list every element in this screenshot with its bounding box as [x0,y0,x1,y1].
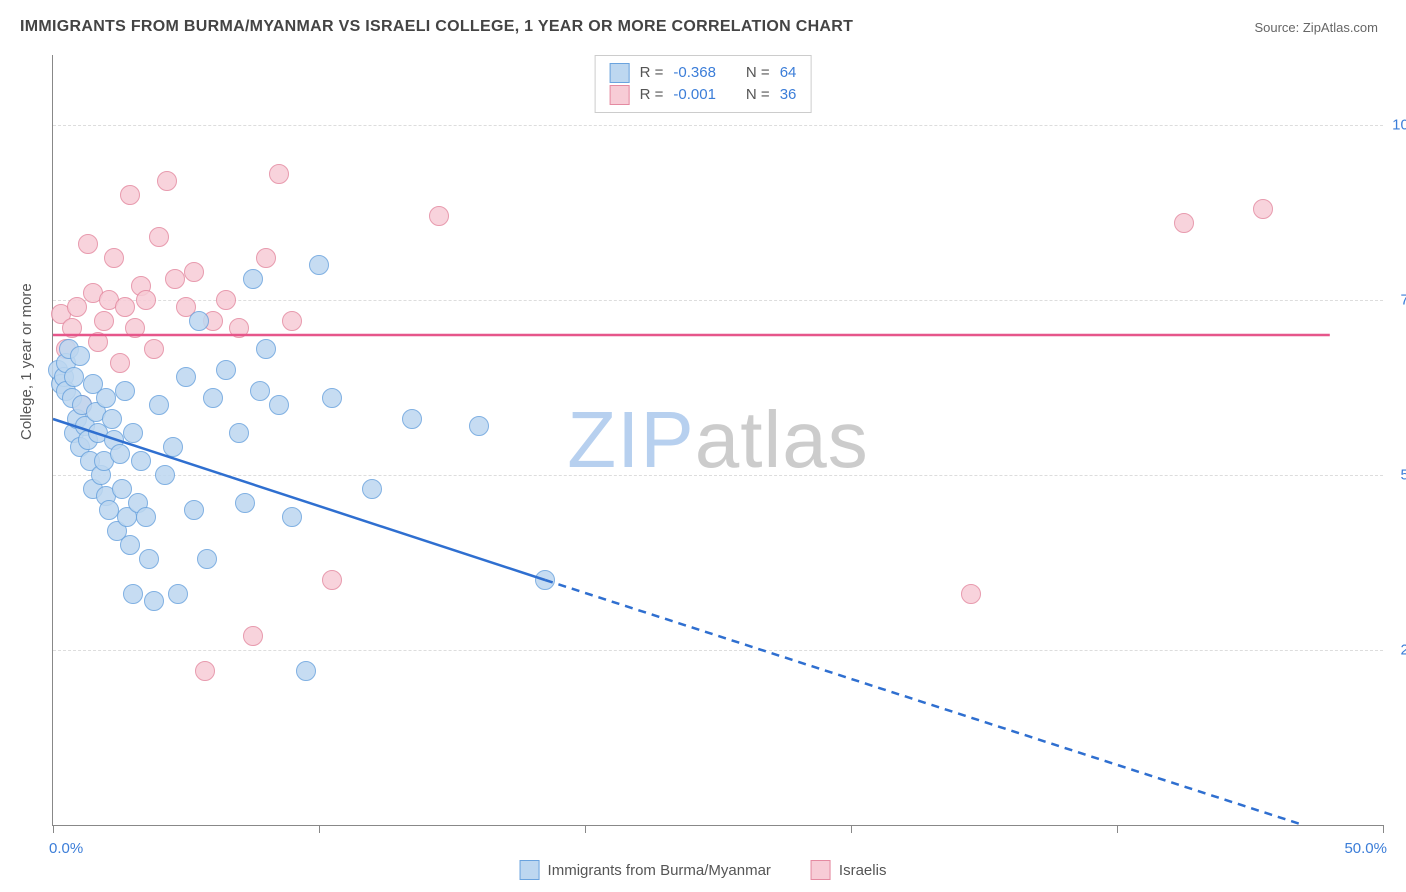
chart-title: IMMIGRANTS FROM BURMA/MYANMAR VS ISRAELI… [20,18,853,36]
n-value-burma: 64 [780,62,797,84]
n-value-israelis: 36 [780,84,797,106]
r-label: R = [640,84,664,106]
n-label: N = [746,62,770,84]
legend-item-burma: Immigrants from Burma/Myanmar [520,860,771,880]
source-label: Source: [1254,20,1302,35]
trend-lines [53,55,1383,825]
r-label: R = [640,62,664,84]
x-tick [851,825,852,833]
scatter-chart: ZIPatlas 25.0%50.0%75.0%100.0%0.0%50.0% [52,55,1383,826]
y-tick-label: 100.0% [1388,117,1406,134]
r-value-burma: -0.368 [673,62,716,84]
series-label-burma: Immigrants from Burma/Myanmar [548,862,771,879]
swatch-burma [610,63,630,83]
series-label-israelis: Israelis [839,862,887,879]
correlation-legend: R = -0.368 N = 64 R = -0.001 N = 36 [595,55,812,113]
x-tick [53,825,54,833]
y-tick-label: 75.0% [1388,292,1406,309]
n-label: N = [746,84,770,106]
x-tick [585,825,586,833]
x-tick-label: 0.0% [49,840,83,857]
y-axis-title: College, 1 year or more [18,283,35,440]
series-legend: Immigrants from Burma/Myanmar Israelis [520,860,887,880]
legend-row-israelis: R = -0.001 N = 36 [610,84,797,106]
source-name: ZipAtlas.com [1303,20,1378,35]
x-tick [1383,825,1384,833]
swatch-israelis [811,860,831,880]
swatch-burma [520,860,540,880]
swatch-israelis [610,85,630,105]
r-value-israelis: -0.001 [673,84,716,106]
x-tick-label: 50.0% [1344,840,1387,857]
x-tick [1117,825,1118,833]
source-attribution: Source: ZipAtlas.com [1254,20,1378,35]
legend-row-burma: R = -0.368 N = 64 [610,62,797,84]
y-tick-label: 50.0% [1388,467,1406,484]
legend-item-israelis: Israelis [811,860,887,880]
x-tick [319,825,320,833]
y-tick-label: 25.0% [1388,642,1406,659]
